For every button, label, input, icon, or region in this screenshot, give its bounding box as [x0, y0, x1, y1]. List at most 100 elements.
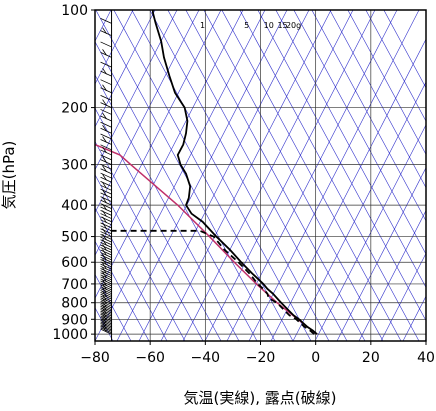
y-tick-label: 700	[61, 277, 88, 293]
mixing-ratio-label: 10	[264, 21, 274, 30]
reference-line	[95, 10, 134, 85]
mixing-ratio-label: 20g	[286, 21, 301, 30]
wind-barb	[100, 136, 112, 145]
wind-barb-feather	[102, 99, 107, 106]
wind-barb	[100, 121, 112, 128]
wind-barb-flag	[100, 163, 112, 170]
dewpoint-line	[108, 227, 315, 335]
wind-barb-flag	[100, 228, 112, 235]
wind-barb-feather	[102, 275, 107, 283]
reference-line	[248, 10, 420, 341]
wind-barb-feather	[102, 301, 107, 308]
mixing-ratio-label: 1	[200, 21, 205, 30]
wind-barb	[100, 209, 112, 216]
wind-barb	[100, 312, 112, 319]
wind-barb-feather	[102, 325, 107, 333]
wind-barb-flag	[100, 324, 112, 331]
wind-barb	[100, 41, 112, 48]
wind-barb	[100, 156, 112, 166]
x-tick-label: −80	[80, 350, 110, 366]
wind-barb-feather	[102, 189, 107, 197]
reference-line	[329, 10, 426, 189]
wind-barb	[100, 49, 112, 58]
wind-barb	[100, 284, 112, 291]
wind-barb-feather	[102, 174, 107, 181]
wind-barb	[100, 144, 112, 151]
reference-line	[383, 10, 426, 89]
wind-barb	[100, 295, 112, 302]
wind-barb-flag	[100, 302, 112, 309]
wind-barb-feather	[102, 314, 107, 321]
wind-barb-feather	[102, 317, 107, 324]
wind-barb	[100, 163, 112, 170]
wind-barb-feather	[102, 258, 107, 266]
wind-barb	[100, 279, 112, 289]
wind-barb	[100, 311, 112, 320]
wind-barb	[100, 67, 112, 77]
reference-line	[160, 10, 332, 341]
reference-line	[95, 10, 156, 128]
wind-barb-feather	[102, 307, 107, 315]
wind-barb-flag	[100, 254, 112, 261]
reference-line	[203, 10, 384, 341]
wind-barb	[100, 203, 112, 213]
wind-barb-feather	[102, 323, 107, 330]
wind-barb	[100, 317, 112, 326]
x-tick-label: −20	[246, 350, 276, 366]
wind-barb	[100, 268, 112, 274]
wind-barb-feather	[102, 112, 107, 120]
wind-barb-feather	[102, 228, 107, 235]
wind-barb-feather	[102, 304, 107, 312]
wind-barb	[100, 271, 112, 281]
y-tick-label: 100	[61, 3, 88, 19]
wind-barb-flag	[100, 268, 112, 274]
wind-barb-feather	[102, 249, 107, 256]
y-axis-title: 気圧(hPa)	[0, 141, 18, 210]
wind-barb	[100, 109, 112, 115]
x-tick-label: −60	[135, 350, 165, 366]
reference-line	[257, 10, 426, 322]
reference-line	[95, 273, 132, 341]
wind-barb-flag	[100, 244, 112, 251]
wind-barb	[100, 249, 112, 258]
wind-barb-feather	[102, 233, 107, 241]
wind-barb-flag	[100, 61, 112, 68]
y-tick-label: 500	[61, 230, 88, 246]
wind-barb	[100, 239, 112, 246]
wind-barb-flag	[100, 233, 112, 240]
wind-barb	[100, 249, 112, 256]
reference-line	[149, 10, 330, 341]
wind-barb	[100, 325, 112, 335]
wind-barb	[100, 99, 112, 108]
wind-barb-feather	[102, 254, 107, 261]
wind-barb	[100, 222, 112, 232]
wind-barb-flag	[100, 188, 112, 195]
wind-barb-flag	[100, 94, 112, 101]
reference-line	[95, 240, 150, 341]
wind-barb-flag	[100, 312, 112, 319]
wind-barb-feather	[102, 222, 107, 230]
wind-barb	[100, 133, 112, 140]
y-tick-label: 1000	[52, 327, 88, 343]
wind-barb	[100, 154, 112, 161]
reference-line	[311, 10, 426, 222]
wind-barb-flag	[100, 288, 112, 294]
reference-line	[380, 252, 426, 341]
wind-barb	[100, 61, 112, 68]
reference-line	[270, 38, 426, 341]
reference-lines	[95, 10, 426, 341]
wind-barb-feather	[102, 84, 107, 91]
reference-line	[95, 174, 186, 341]
wind-barbs	[100, 10, 113, 341]
wind-barb	[100, 172, 112, 179]
y-tick-label: 900	[61, 312, 88, 328]
wind-barb-feather	[102, 297, 107, 305]
mixing-ratio-label: 5	[244, 21, 249, 30]
reference-line	[293, 10, 426, 255]
reference-line	[347, 10, 426, 156]
wind-barb	[100, 327, 112, 334]
wind-barb	[100, 146, 112, 156]
wind-barb-feather	[102, 239, 107, 246]
x-tick-label: 40	[417, 350, 435, 366]
